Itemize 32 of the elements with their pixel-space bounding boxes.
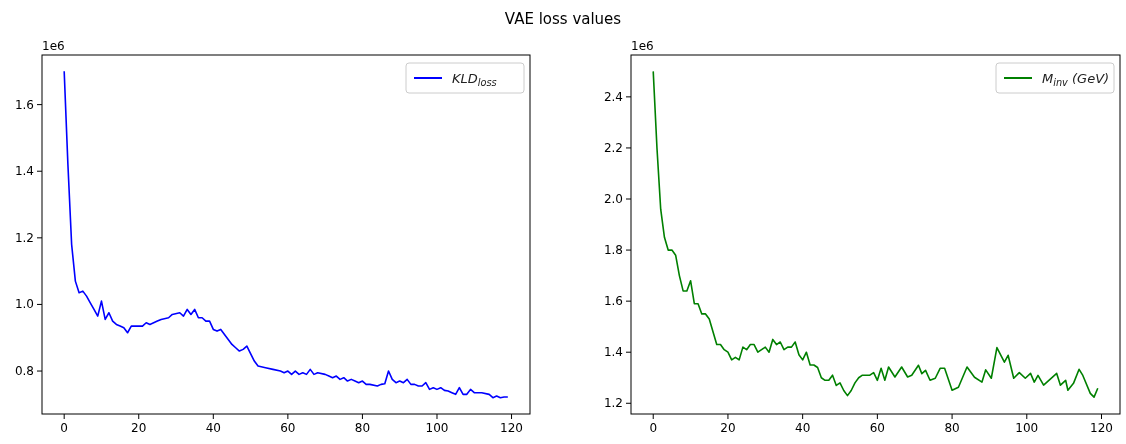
x-tick-label: 20 [720,421,736,435]
text: 1e6 [42,39,65,53]
x-tick-label: 0 [649,421,658,435]
y-tick-label: 1.8 [603,243,623,258]
x-tick-label: 80 [944,421,960,435]
x-tick-label: 40 [205,421,221,435]
line-series [63,70,509,399]
x-tick-label: 0 [60,421,68,435]
x-tick-label: 120 [1090,421,1113,435]
y-tick-label: 1.4 [14,164,34,179]
x-tick-label: 60 [280,421,296,435]
legend-label: KLD$_{loss}$ [452,71,497,88]
y-tick-label: 1.4 [603,345,623,360]
x-tick-label: 60 [869,421,886,435]
x-tick-label: 80 [354,421,371,435]
y-tick-label: 1.6 [603,294,623,309]
x-tick-label: 20 [131,421,147,435]
text: 1e6 [631,39,654,53]
y-tick-label: 1.6 [14,97,34,112]
y-tick-label: 2.2 [603,140,623,155]
x-tick-label: 100 [1015,421,1039,435]
y-tick-label: 0.8 [14,364,34,379]
y-tick-label: 1.0 [14,297,34,312]
text: VAE loss values [504,10,622,28]
x-tick-label: 120 [500,421,523,435]
y-tick-label: 1.2 [14,230,34,245]
y-tick-label: 1.2 [603,396,623,411]
x-tick-label: 100 [425,421,449,435]
x-tick-label: 40 [795,421,811,435]
y-tick-label: 2.0 [603,192,623,207]
y-tick-label: 2.4 [603,89,623,104]
legend-label: M$_{inv}$ (GeV) [1042,71,1110,88]
